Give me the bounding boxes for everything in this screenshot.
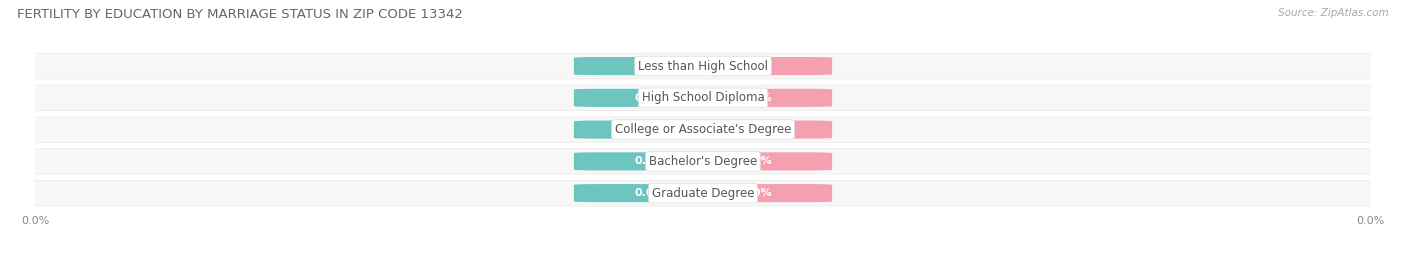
Text: 0.0%: 0.0% <box>741 61 772 71</box>
Text: 0.0%: 0.0% <box>741 156 772 166</box>
Text: 0.0%: 0.0% <box>741 124 772 135</box>
FancyBboxPatch shape <box>8 117 1398 142</box>
FancyBboxPatch shape <box>0 116 1406 143</box>
FancyBboxPatch shape <box>0 53 1406 79</box>
FancyBboxPatch shape <box>0 148 1406 174</box>
FancyBboxPatch shape <box>681 120 832 139</box>
Text: College or Associate's Degree: College or Associate's Degree <box>614 123 792 136</box>
Text: Less than High School: Less than High School <box>638 60 768 73</box>
Text: 0.0%: 0.0% <box>634 124 665 135</box>
FancyBboxPatch shape <box>574 184 725 202</box>
FancyBboxPatch shape <box>0 85 1406 111</box>
FancyBboxPatch shape <box>8 54 1398 79</box>
Text: Source: ZipAtlas.com: Source: ZipAtlas.com <box>1278 8 1389 18</box>
Text: 0.0%: 0.0% <box>634 93 665 103</box>
Text: 0.0%: 0.0% <box>634 61 665 71</box>
FancyBboxPatch shape <box>574 57 725 75</box>
Text: 0.0%: 0.0% <box>634 156 665 166</box>
Text: Graduate Degree: Graduate Degree <box>652 187 754 200</box>
FancyBboxPatch shape <box>681 89 832 107</box>
Text: 0.0%: 0.0% <box>741 93 772 103</box>
Text: 0.0%: 0.0% <box>634 188 665 198</box>
FancyBboxPatch shape <box>8 149 1398 174</box>
FancyBboxPatch shape <box>681 152 832 170</box>
FancyBboxPatch shape <box>681 184 832 202</box>
FancyBboxPatch shape <box>681 57 832 75</box>
FancyBboxPatch shape <box>8 85 1398 110</box>
FancyBboxPatch shape <box>574 89 725 107</box>
FancyBboxPatch shape <box>574 120 725 139</box>
Text: High School Diploma: High School Diploma <box>641 91 765 104</box>
Text: Bachelor's Degree: Bachelor's Degree <box>650 155 756 168</box>
FancyBboxPatch shape <box>574 152 725 170</box>
Legend: Married, Unmarried: Married, Unmarried <box>623 266 783 270</box>
Text: 0.0%: 0.0% <box>741 188 772 198</box>
Text: FERTILITY BY EDUCATION BY MARRIAGE STATUS IN ZIP CODE 13342: FERTILITY BY EDUCATION BY MARRIAGE STATU… <box>17 8 463 21</box>
FancyBboxPatch shape <box>0 180 1406 206</box>
FancyBboxPatch shape <box>8 181 1398 205</box>
